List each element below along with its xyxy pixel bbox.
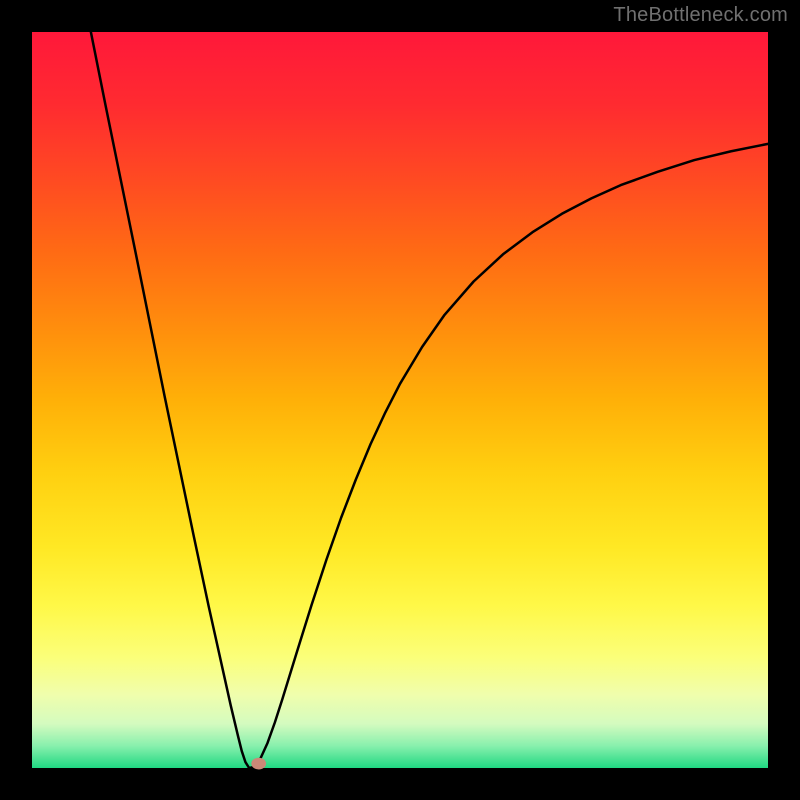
plot-area [32,32,768,768]
watermark-text: TheBottleneck.com [613,4,788,27]
optimal-point-marker [251,758,266,770]
bottleneck-chart [0,0,800,800]
